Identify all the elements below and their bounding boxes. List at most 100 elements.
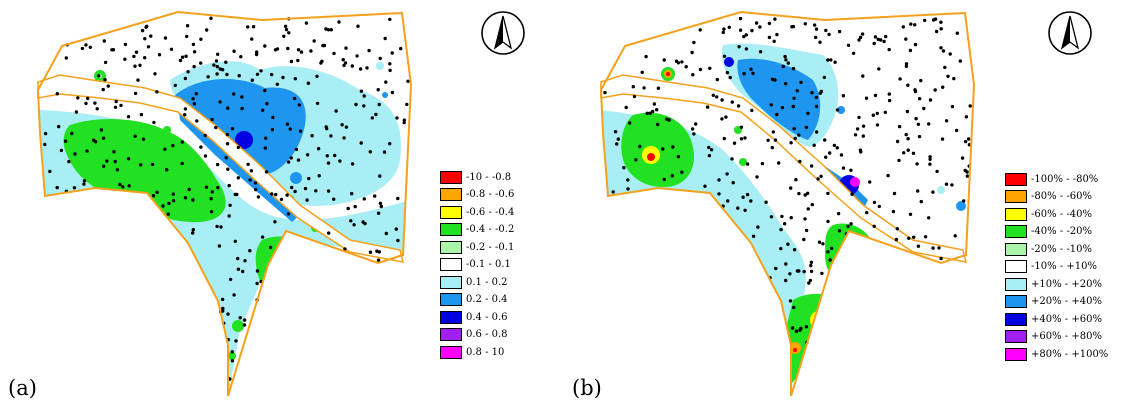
well-point xyxy=(88,45,93,49)
legend-swatch xyxy=(1005,312,1027,326)
well-point xyxy=(743,136,747,140)
well-point xyxy=(940,137,945,141)
well-point xyxy=(406,79,410,84)
well-point xyxy=(640,70,644,75)
well-point xyxy=(860,32,865,36)
well-point xyxy=(95,107,99,111)
well-point xyxy=(384,80,388,84)
well-point xyxy=(717,178,721,182)
well-point xyxy=(359,141,363,145)
well-point xyxy=(861,124,866,128)
well-point xyxy=(797,133,801,137)
well-point xyxy=(219,225,223,229)
well-point xyxy=(225,72,229,77)
well-point xyxy=(248,178,252,182)
well-point xyxy=(953,234,957,238)
well-point xyxy=(919,199,923,204)
well-point xyxy=(857,115,861,120)
well-point xyxy=(228,377,232,381)
well-point xyxy=(143,37,147,41)
well-point xyxy=(191,231,195,235)
legend-label: +20% - +40% xyxy=(1031,296,1102,307)
well-point xyxy=(57,124,61,129)
well-point xyxy=(243,259,247,263)
well-point xyxy=(368,150,372,154)
well-point xyxy=(365,66,369,70)
well-point xyxy=(232,92,236,96)
well-point xyxy=(826,58,830,62)
well-point xyxy=(944,119,949,123)
legend-item: 0.6 - 0.8 xyxy=(440,328,508,342)
well-point xyxy=(305,198,309,202)
well-point xyxy=(786,61,790,65)
well-point xyxy=(151,194,156,198)
well-point xyxy=(166,212,170,216)
well-point xyxy=(892,191,897,196)
panel-label-a: (a) xyxy=(8,376,37,400)
well-point xyxy=(234,339,238,343)
well-point xyxy=(368,250,373,254)
well-point xyxy=(795,89,799,93)
well-point xyxy=(113,159,117,164)
well-point xyxy=(919,78,923,83)
well-point xyxy=(237,74,241,78)
well-point xyxy=(882,39,886,44)
well-point xyxy=(774,266,778,271)
well-point xyxy=(248,249,252,253)
well-point xyxy=(113,105,118,110)
well-point xyxy=(293,189,297,194)
well-point xyxy=(795,269,800,273)
well-point xyxy=(233,239,237,243)
well-point xyxy=(656,86,661,90)
well-point xyxy=(246,162,250,166)
well-point xyxy=(296,58,300,63)
well-point xyxy=(968,104,972,108)
well-point xyxy=(333,153,337,158)
well-point xyxy=(133,91,138,96)
legend-item: 0.4 - 0.6 xyxy=(440,310,508,324)
well-point xyxy=(367,48,371,53)
well-point xyxy=(934,29,939,34)
well-point xyxy=(343,247,347,251)
well-point xyxy=(183,76,188,81)
well-point xyxy=(770,77,775,82)
legend-swatch xyxy=(440,258,462,271)
legend-swatch xyxy=(1005,242,1027,256)
well-point xyxy=(736,206,740,210)
well-point xyxy=(326,189,331,193)
well-point xyxy=(703,184,707,188)
well-point xyxy=(384,231,388,236)
well-point xyxy=(755,175,759,179)
well-point xyxy=(877,67,881,71)
well-point xyxy=(676,155,681,159)
well-point xyxy=(74,110,79,114)
well-point xyxy=(254,52,259,57)
well-point xyxy=(901,25,905,29)
well-point xyxy=(758,25,762,29)
legend-item: -0.2 - -0.1 xyxy=(440,240,514,254)
well-point xyxy=(167,201,171,206)
well-point xyxy=(220,297,225,302)
legend-label: +60% - +80% xyxy=(1031,331,1102,342)
well-point xyxy=(376,211,381,215)
well-point xyxy=(110,48,114,52)
well-point xyxy=(133,134,137,138)
well-point xyxy=(268,245,273,250)
well-point xyxy=(906,83,910,87)
well-point xyxy=(784,278,788,283)
well-point xyxy=(103,60,108,65)
well-point xyxy=(55,92,59,96)
well-point xyxy=(960,156,965,160)
well-point xyxy=(777,161,781,165)
well-point xyxy=(327,231,331,235)
well-point xyxy=(715,95,719,99)
well-point xyxy=(915,162,919,166)
well-point xyxy=(939,256,943,261)
well-point xyxy=(203,133,207,138)
well-point xyxy=(250,37,254,41)
well-point xyxy=(841,94,846,98)
well-point xyxy=(67,159,71,164)
well-point xyxy=(923,235,928,239)
well-point xyxy=(784,58,788,62)
well-point xyxy=(799,80,803,85)
